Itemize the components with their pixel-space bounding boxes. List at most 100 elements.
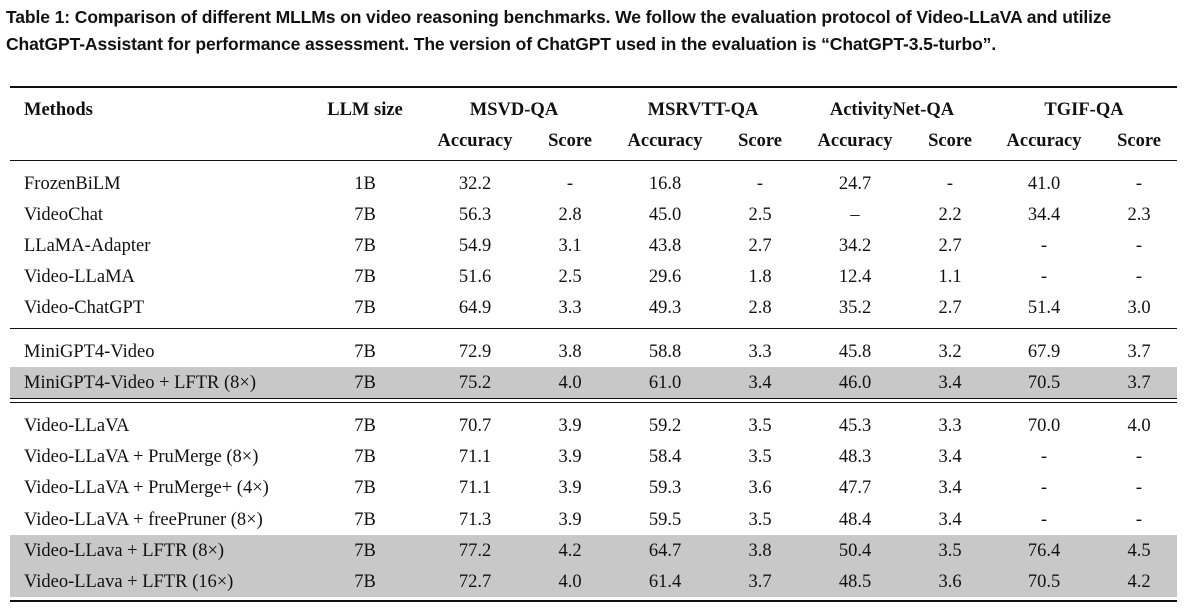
score-cell: 2.8 bbox=[748, 298, 772, 318]
accuracy-cell: 48.5 bbox=[838, 572, 872, 592]
column-group-header: ActivityNet-QA bbox=[829, 100, 955, 120]
score-cell: 3.6 bbox=[748, 478, 772, 498]
accuracy-cell: - bbox=[1040, 510, 1048, 530]
method-name-cell: Video-LLava + LFTR (8×) bbox=[24, 541, 225, 561]
accuracy-cell: 58.4 bbox=[648, 447, 682, 467]
score-cell: 2.5 bbox=[558, 267, 582, 287]
score-cell: 3.9 bbox=[558, 478, 582, 498]
method-name-cell: Video-LLaVA + PruMerge (8×) bbox=[24, 447, 259, 467]
score-cell: 3.6 bbox=[938, 572, 962, 592]
method-name-cell: MiniGPT4-Video + LFTR (8×) bbox=[24, 373, 256, 393]
score-cell: 3.5 bbox=[938, 541, 962, 561]
highlight-row-band bbox=[10, 535, 1177, 566]
score-cell: 3.7 bbox=[1127, 373, 1151, 393]
accuracy-cell: 35.2 bbox=[838, 298, 872, 318]
accuracy-cell: 50.4 bbox=[838, 541, 872, 561]
score-cell: 3.5 bbox=[748, 510, 772, 530]
score-cell: 3.2 bbox=[938, 342, 962, 362]
accuracy-cell: 47.7 bbox=[838, 478, 872, 498]
score-cell: 3.3 bbox=[748, 342, 772, 362]
score-cell: 3.3 bbox=[938, 416, 962, 436]
highlight-row-band bbox=[10, 566, 1177, 597]
column-header-score: Score bbox=[928, 131, 972, 151]
score-cell: 3.5 bbox=[748, 416, 772, 436]
group-separator-rule bbox=[10, 328, 1177, 329]
llm-size-cell: 7B bbox=[354, 298, 376, 318]
accuracy-cell: 34.2 bbox=[838, 236, 872, 256]
column-header-accuracy: Accuracy bbox=[437, 131, 513, 151]
column-header-score: Score bbox=[548, 131, 592, 151]
column-header-accuracy: Accuracy bbox=[627, 131, 703, 151]
column-header-score: Score bbox=[738, 131, 782, 151]
accuracy-cell: 16.8 bbox=[648, 174, 682, 194]
top-rule bbox=[10, 86, 1177, 88]
method-name-cell: FrozenBiLM bbox=[24, 174, 121, 194]
method-name-cell: Video-LLaVA + PruMerge+ (4×) bbox=[24, 478, 269, 498]
accuracy-cell: 46.0 bbox=[838, 373, 872, 393]
score-cell: 4.0 bbox=[1127, 416, 1151, 436]
score-cell: 3.7 bbox=[1127, 342, 1151, 362]
accuracy-cell: 48.4 bbox=[838, 510, 872, 530]
column-header-llm-size: LLM size bbox=[327, 100, 403, 120]
llm-size-cell: 7B bbox=[354, 510, 376, 530]
accuracy-cell: 59.2 bbox=[648, 416, 682, 436]
method-name-cell: Video-LLava + LFTR (16×) bbox=[24, 572, 234, 592]
method-name-cell: LLaMA-Adapter bbox=[24, 236, 151, 256]
llm-size-cell: 7B bbox=[354, 373, 376, 393]
score-cell: 2.3 bbox=[1127, 205, 1151, 225]
highlight-row-band bbox=[10, 367, 1177, 398]
accuracy-cell: 64.7 bbox=[648, 541, 682, 561]
accuracy-cell: 51.4 bbox=[1027, 298, 1061, 318]
score-cell: 3.4 bbox=[938, 373, 962, 393]
accuracy-cell: 61.4 bbox=[648, 572, 682, 592]
accuracy-cell: 72.7 bbox=[458, 572, 492, 592]
method-name-cell: Video-ChatGPT bbox=[24, 298, 145, 318]
score-cell: 4.2 bbox=[1127, 572, 1151, 592]
score-cell: - bbox=[1135, 447, 1143, 467]
method-name-cell: VideoChat bbox=[24, 205, 104, 225]
method-name-cell: MiniGPT4-Video bbox=[24, 342, 155, 362]
score-cell: 4.5 bbox=[1127, 541, 1151, 561]
accuracy-cell: 45.0 bbox=[648, 205, 682, 225]
header-rule bbox=[10, 160, 1177, 161]
accuracy-cell: 77.2 bbox=[458, 541, 492, 561]
score-cell: - bbox=[1135, 236, 1143, 256]
accuracy-cell: 51.6 bbox=[458, 267, 492, 287]
llm-size-cell: 1B bbox=[354, 174, 376, 194]
score-cell: 3.4 bbox=[748, 373, 772, 393]
accuracy-cell: 59.3 bbox=[648, 478, 682, 498]
accuracy-cell: 45.3 bbox=[838, 416, 872, 436]
accuracy-cell: 70.5 bbox=[1027, 572, 1061, 592]
score-cell: 1.8 bbox=[748, 267, 772, 287]
score-cell: 4.0 bbox=[558, 572, 582, 592]
accuracy-cell: 76.4 bbox=[1027, 541, 1061, 561]
accuracy-cell: 70.5 bbox=[1027, 373, 1061, 393]
score-cell: 3.4 bbox=[938, 478, 962, 498]
score-cell: 3.1 bbox=[558, 236, 582, 256]
score-cell: 3.4 bbox=[938, 447, 962, 467]
accuracy-cell: - bbox=[1040, 478, 1048, 498]
score-cell: 2.2 bbox=[938, 205, 962, 225]
score-cell: 3.0 bbox=[1127, 298, 1151, 318]
accuracy-cell: 12.4 bbox=[838, 267, 872, 287]
score-cell: 2.7 bbox=[938, 236, 962, 256]
column-group-header: TGIF-QA bbox=[1044, 100, 1124, 120]
accuracy-cell: - bbox=[1040, 236, 1048, 256]
score-cell: 2.7 bbox=[938, 298, 962, 318]
accuracy-cell: 70.7 bbox=[458, 416, 492, 436]
score-cell: - bbox=[1135, 174, 1143, 194]
score-cell: 2.8 bbox=[558, 205, 582, 225]
score-cell: - bbox=[1135, 510, 1143, 530]
score-cell: - bbox=[1135, 478, 1143, 498]
accuracy-cell: 24.7 bbox=[838, 174, 872, 194]
accuracy-cell: – bbox=[850, 205, 860, 225]
accuracy-cell: 45.8 bbox=[838, 342, 872, 362]
llm-size-cell: 7B bbox=[354, 416, 376, 436]
score-cell: 3.4 bbox=[938, 510, 962, 530]
llm-size-cell: 7B bbox=[354, 572, 376, 592]
score-cell: 3.8 bbox=[558, 342, 582, 362]
accuracy-cell: 43.8 bbox=[648, 236, 682, 256]
group-separator-rule bbox=[10, 398, 1177, 399]
accuracy-cell: 70.0 bbox=[1027, 416, 1061, 436]
bottom-rule bbox=[10, 600, 1177, 602]
